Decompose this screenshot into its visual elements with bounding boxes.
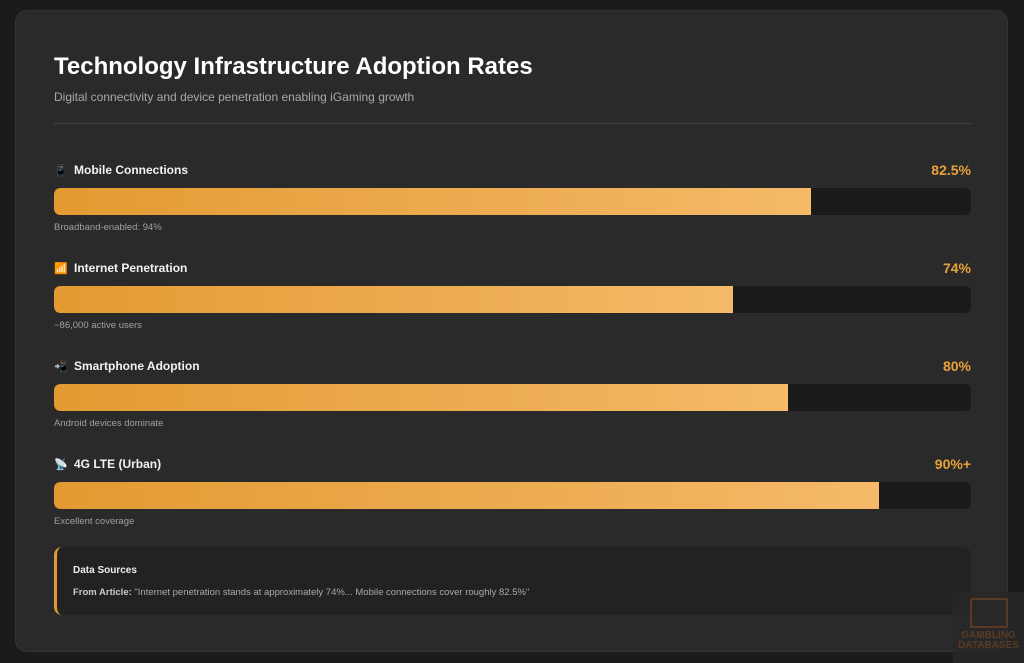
bar	[54, 188, 811, 215]
chart-subtitle: Digital connectivity and device penetrat…	[54, 90, 415, 104]
chart-card: Technology Infrastructure Adoption Rates…	[15, 10, 1008, 652]
metric-label: 📶 Internet Penetration	[54, 261, 187, 275]
sources-text: From Article: "Internet penetration stan…	[73, 587, 529, 598]
signal-bars-icon: 📶	[54, 262, 68, 275]
bar-track	[54, 286, 971, 313]
metric-note: Excellent coverage	[54, 516, 135, 527]
sources-title: Data Sources	[73, 565, 137, 576]
watermark-logo: GAMBLING DATABASES	[953, 592, 1024, 663]
value-label: 74%	[942, 260, 971, 276]
metric-label: 📲 Smartphone Adoption	[54, 359, 200, 373]
metric-note: ~86,000 active users	[54, 320, 142, 331]
category-label: Mobile Connections	[74, 163, 188, 177]
sources-label: From Article:	[73, 587, 132, 598]
metric-row: 📲 Smartphone Adoption 80% Android device…	[54, 358, 971, 439]
phone-arrow-icon: 📲	[54, 360, 68, 373]
category-label: 4G LTE (Urban)	[74, 457, 162, 471]
metric-note: Broadband-enabled: 94%	[54, 222, 162, 233]
bar	[54, 482, 880, 509]
data-sources-box: Data Sources From Article: "Internet pen…	[54, 547, 971, 615]
bar-track	[54, 384, 971, 411]
bar	[54, 384, 788, 411]
divider	[54, 123, 971, 124]
metric-note: Android devices dominate	[54, 418, 164, 429]
metric-row: 📡 4G LTE (Urban) 90%+ Excellent coverage	[54, 456, 971, 537]
category-label: Internet Penetration	[74, 261, 188, 275]
metric-label: 📡 4G LTE (Urban)	[54, 457, 161, 471]
metric-label: 📱 Mobile Connections	[54, 163, 188, 177]
value-label: 90%+	[934, 456, 971, 472]
chart-title: Technology Infrastructure Adoption Rates	[54, 53, 533, 80]
antenna-icon: 📡	[54, 458, 68, 471]
bar-track	[54, 188, 971, 215]
value-label: 82.5%	[931, 162, 971, 178]
bar	[54, 286, 733, 313]
category-label: Smartphone Adoption	[74, 359, 200, 373]
sources-quote: "Internet penetration stands at approxim…	[134, 587, 530, 598]
bar-track	[54, 482, 971, 509]
metric-row: 📱 Mobile Connections 82.5% Broadband-ena…	[54, 162, 971, 243]
value-label: 80%	[942, 358, 971, 374]
mobile-phone-icon: 📱	[54, 164, 68, 177]
metric-row: 📶 Internet Penetration 74% ~86,000 activ…	[54, 260, 971, 341]
